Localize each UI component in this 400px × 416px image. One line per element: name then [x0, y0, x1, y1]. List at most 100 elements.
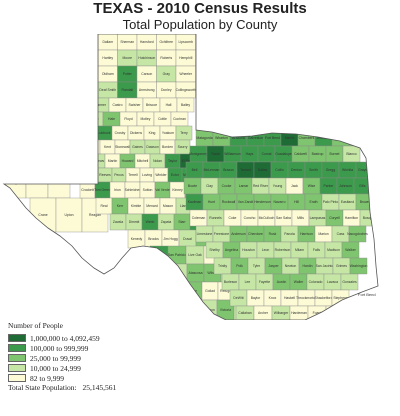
county-label: Palo Pinto — [323, 200, 339, 204]
county-label: Briscoe — [146, 103, 157, 107]
county-label: Roberts — [160, 56, 172, 60]
county-label: Colorado — [309, 280, 323, 284]
county: Grayson — [355, 161, 374, 179]
county-label: Schleicher — [125, 188, 142, 192]
county-label: Stephens — [333, 296, 348, 300]
county-label: Denton — [291, 168, 302, 172]
county: Rusk — [263, 225, 282, 243]
county: Van Zandt — [236, 193, 255, 211]
county-label: Rockwall — [222, 200, 236, 204]
county-label: Tyler — [253, 264, 261, 268]
county: Parker — [319, 177, 338, 195]
county: Hunt — [202, 193, 221, 211]
county: Walker — [341, 241, 360, 259]
county-label: Rusk — [269, 232, 277, 236]
county: Goliad — [201, 281, 219, 301]
county-label: Comal — [262, 152, 272, 156]
county: Deaf Smith — [97, 81, 118, 99]
county-label: Bastrop — [312, 152, 324, 156]
county-label: Harris — [285, 136, 294, 140]
legend-row: 82 to 9,999 — [8, 373, 198, 383]
county-label: Washington — [350, 264, 368, 268]
county: Roberts — [156, 49, 177, 67]
county: Chambers — [297, 129, 316, 147]
county: Lamar — [234, 177, 253, 195]
county-label: Lee — [245, 280, 251, 284]
legend-label-4: 10,000 to 24,999 — [30, 363, 81, 373]
county-label: Wise — [308, 184, 316, 188]
county: Coleman — [189, 209, 208, 227]
county-label: Coleman — [192, 216, 206, 220]
county-label: Lamb — [90, 117, 99, 121]
county: Bell — [185, 161, 204, 179]
county: Howard — [119, 153, 136, 169]
county: Travis — [206, 145, 225, 163]
county: Culberson — [25, 167, 49, 199]
county-label: Wharton — [215, 136, 228, 140]
county: Montgomery — [189, 145, 208, 163]
county-label: San Patricio — [168, 253, 186, 257]
county-label: Falls — [313, 248, 320, 252]
county-label: Hall — [166, 103, 172, 107]
county-shape — [69, 139, 86, 155]
county: Andrews — [89, 153, 106, 169]
county-label: Kaufman — [188, 200, 202, 204]
county: Hays — [240, 145, 259, 163]
county-label: Eastland — [341, 200, 354, 204]
county: Crosby — [111, 125, 129, 141]
county-label: Donley — [161, 88, 172, 92]
county-label: Crockett — [81, 188, 94, 192]
county-label: Tom Green — [94, 188, 111, 192]
state-outline — [2, 34, 379, 320]
county-label: Live Oak — [188, 253, 202, 257]
county-label: Hamilton — [345, 216, 358, 220]
county-label: Mills — [297, 216, 304, 220]
county-label: Swisher — [128, 103, 141, 107]
county: Angelina — [222, 241, 241, 259]
county: Motley — [136, 111, 155, 127]
county-label: Smith — [309, 168, 318, 172]
county: Blanco — [342, 145, 361, 163]
county-label: Anderson — [231, 232, 246, 236]
county-label: Wichita — [342, 168, 353, 172]
county: McLennan — [202, 161, 221, 179]
county-label: Brooks — [148, 237, 159, 241]
county-shape — [149, 245, 169, 265]
legend-row: 1,000,000 to 4,092,459 — [8, 333, 198, 343]
county: Young — [268, 177, 287, 195]
county-label: Tarrant — [240, 168, 251, 172]
county: Dawson — [144, 139, 161, 155]
county-label: Upton — [64, 213, 73, 217]
county-label: Dallas — [258, 168, 268, 172]
county: Live Oak — [185, 245, 205, 265]
legend-row: 10,000 to 24,999 — [8, 363, 198, 373]
county: Duval — [178, 229, 197, 249]
county-label: Hardeman — [291, 311, 307, 315]
county: Ochiltree — [156, 34, 177, 51]
county: Hemphill — [175, 49, 196, 67]
county-label: Brewster — [84, 173, 98, 177]
legend-swatch-1 — [8, 334, 26, 342]
county: Callahan — [235, 305, 255, 320]
county-label: Red River — [253, 184, 269, 188]
county: Kerr — [111, 197, 129, 215]
county-label: Van Zandt — [238, 200, 253, 204]
county-label: Foard — [313, 311, 322, 315]
county-label: Real — [101, 204, 108, 208]
county-label: Bailey — [181, 103, 191, 107]
county: Mason — [159, 197, 177, 215]
county-label: Dickens — [130, 131, 142, 135]
county: Pecos — [111, 167, 127, 183]
legend: Number of People 1,000,000 to 4,092,459 … — [8, 321, 198, 383]
county: Galveston — [246, 129, 265, 147]
county-label: Guadalupe — [275, 152, 292, 156]
county: Jones — [74, 153, 91, 169]
county-label: Young — [273, 184, 283, 188]
county-label: Deaf Smith — [99, 88, 116, 92]
county: Waller — [289, 273, 308, 291]
county-label: Kenedy — [131, 237, 143, 241]
county-label: Walker — [345, 248, 356, 252]
county: Hockley — [79, 125, 97, 141]
county: Hall — [159, 97, 178, 113]
county: Houston — [239, 241, 258, 259]
